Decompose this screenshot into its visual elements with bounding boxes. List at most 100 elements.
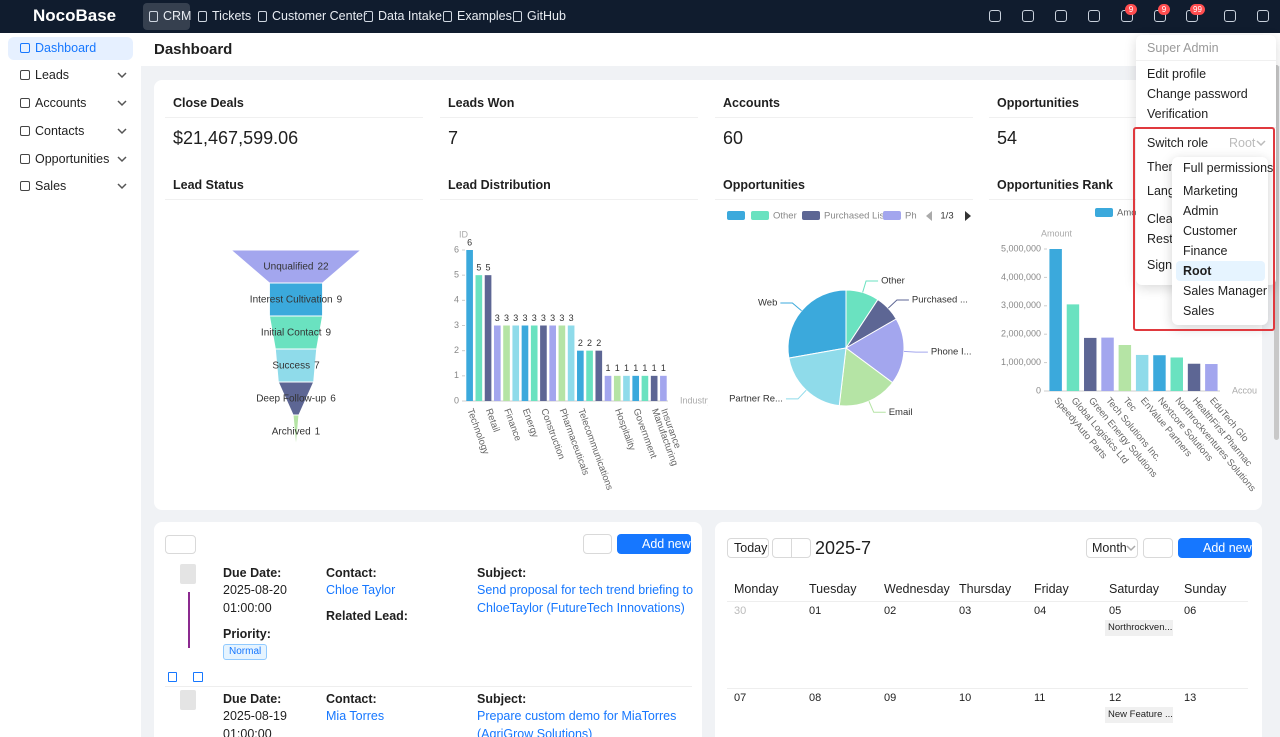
sidebar-item[interactable]: Dashboard <box>35 41 97 55</box>
contact-label: Contact: <box>326 566 377 580</box>
nav-item[interactable]: GitHub <box>527 9 566 23</box>
header-icon[interactable] <box>1088 10 1100 22</box>
sidebar-item[interactable]: Sales <box>35 179 67 193</box>
day-number[interactable]: 08 <box>809 692 822 704</box>
day-number[interactable]: 09 <box>884 692 897 704</box>
data-label: 3 <box>495 313 500 323</box>
x-tick-label: Finance <box>501 407 523 443</box>
next-button[interactable] <box>791 538 811 558</box>
due-date: 2025-08-19 <box>223 709 287 723</box>
nav-item[interactable]: Customer Center <box>272 9 368 23</box>
day-number[interactable]: 07 <box>734 692 747 704</box>
header-icon[interactable] <box>1257 10 1269 22</box>
day-number[interactable]: 13 <box>1184 692 1197 704</box>
calendar-event[interactable]: Northrockven... <box>1105 620 1173 636</box>
chart-divider <box>715 199 973 200</box>
menu-item[interactable]: Verification <box>1147 107 1209 121</box>
add-new-label[interactable]: Add new <box>642 537 691 551</box>
header-icon[interactable] <box>1055 10 1067 22</box>
legend-swatch <box>802 211 820 220</box>
day-number[interactable]: 06 <box>1184 605 1197 617</box>
bar <box>503 325 510 401</box>
menu-item[interactable]: Change password <box>1147 87 1248 101</box>
chevron-icon <box>117 156 127 163</box>
edit-icon[interactable] <box>193 672 203 682</box>
add-new-button[interactable] <box>617 534 691 554</box>
legend-page: 1/3 <box>940 211 953 222</box>
menu-item[interactable]: Edit profile <box>1147 67 1207 81</box>
filter-button[interactable] <box>165 535 196 554</box>
nav-item[interactable]: CRM <box>163 9 192 23</box>
day-number[interactable]: 10 <box>959 692 972 704</box>
calendar-add-label[interactable]: Add new <box>1203 541 1252 555</box>
data-label: 1 <box>661 363 666 373</box>
switch-role-label[interactable]: Switch role <box>1147 136 1209 150</box>
day-number[interactable]: 05 <box>1109 605 1122 617</box>
nav-item[interactable]: Examples <box>457 9 512 23</box>
day-number[interactable]: 04 <box>1034 605 1047 617</box>
weekday: Saturday <box>1109 582 1160 596</box>
pie-slice <box>787 289 847 359</box>
stat-value: $21,467,599.06 <box>173 128 299 148</box>
data-label: 1 <box>652 363 657 373</box>
stat-divider <box>440 117 698 118</box>
role-option[interactable]: Finance <box>1183 244 1228 258</box>
calendar-add-button[interactable] <box>1178 538 1252 558</box>
bar <box>567 325 575 401</box>
calendar-filter[interactable] <box>1143 538 1173 558</box>
sidebar-item[interactable]: Opportunities <box>35 152 110 166</box>
view-select[interactable] <box>1086 538 1138 558</box>
delete-icon[interactable] <box>168 672 177 682</box>
nav-item[interactable]: Data Intake <box>378 9 442 23</box>
calendar-event[interactable]: New Feature ... <box>1105 707 1173 723</box>
data-label: 2 <box>578 338 583 348</box>
contact-link[interactable]: Mia Torres <box>326 709 385 723</box>
sidebar-item[interactable]: Accounts <box>35 96 87 110</box>
pie-slice <box>788 347 847 407</box>
sidebar-item[interactable]: Contacts <box>35 124 85 138</box>
y-tick-label: 4,000,000 <box>1001 272 1041 282</box>
subject-link[interactable]: Prepare custom demo for MiaTorres (AgriG… <box>477 709 677 737</box>
dashboard-card <box>154 80 1262 510</box>
header-icon[interactable] <box>1022 10 1034 22</box>
role-option[interactable]: Admin <box>1183 204 1219 218</box>
day-number[interactable]: 02 <box>884 605 897 617</box>
subject-link[interactable]: Send proposal for tech trend briefing to… <box>477 583 694 615</box>
data-label: 3 <box>504 313 509 323</box>
pie-leader <box>903 350 928 353</box>
data-label: 3 <box>569 313 574 323</box>
y-tick-label: 5,000,000 <box>1001 243 1041 253</box>
bar <box>586 350 593 401</box>
day-number[interactable]: 30 <box>734 605 747 617</box>
refresh-button[interactable] <box>583 534 612 554</box>
day-number[interactable]: 11 <box>1034 692 1046 704</box>
view-label[interactable]: Month <box>1092 541 1127 555</box>
role-option[interactable]: Customer <box>1183 224 1238 238</box>
day-number[interactable]: 03 <box>959 605 972 617</box>
due-date: 2025-08-20 <box>223 583 287 597</box>
role-option[interactable]: Root <box>1183 264 1212 278</box>
header-icon[interactable] <box>989 10 1001 22</box>
day-number[interactable]: 12 <box>1109 692 1122 704</box>
today-button[interactable] <box>727 538 769 558</box>
role-option[interactable]: Full permissions <box>1183 161 1274 175</box>
bar <box>475 275 483 401</box>
day-number[interactable]: 01 <box>809 605 822 617</box>
sidebar-item[interactable]: Leads <box>35 68 70 82</box>
role-option[interactable]: Marketing <box>1183 184 1238 198</box>
nav-item[interactable]: Tickets <box>212 9 252 23</box>
role-option[interactable]: Sales Manager <box>1183 284 1268 298</box>
prev-button[interactable] <box>772 538 792 558</box>
contact-link[interactable]: Chloe Taylor <box>326 583 396 597</box>
data-label: 3 <box>522 313 527 323</box>
role-option[interactable]: Sales <box>1183 304 1215 318</box>
pie-label: Other <box>881 275 905 286</box>
today-label[interactable]: Today <box>734 541 768 555</box>
current-role[interactable]: Root <box>1229 136 1256 150</box>
chevron-icon <box>1126 545 1136 552</box>
subject-label: Subject: <box>477 692 527 706</box>
stat-divider <box>715 117 973 118</box>
header-icon[interactable] <box>1224 10 1236 22</box>
